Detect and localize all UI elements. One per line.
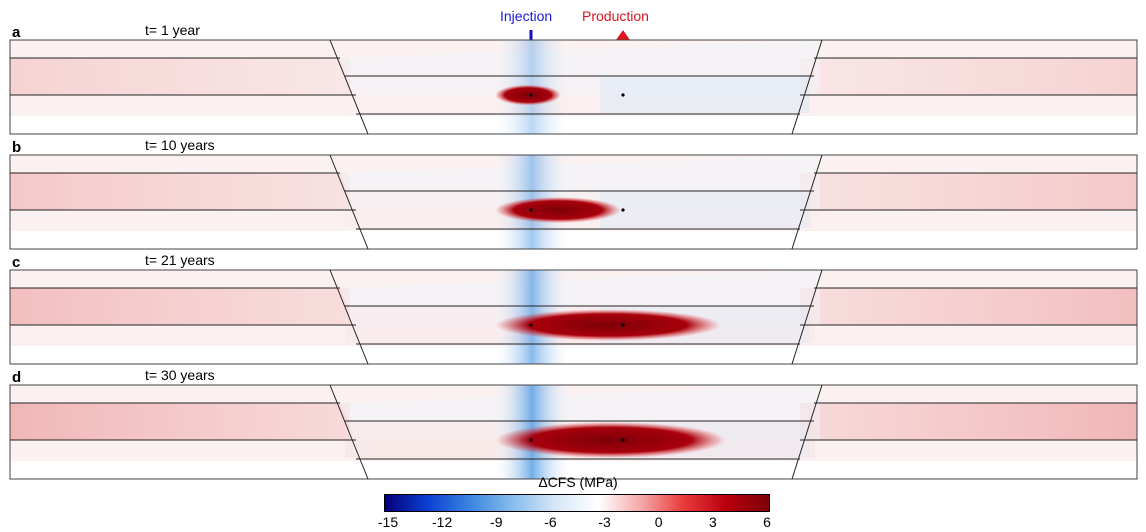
production-well-marker [621, 93, 625, 97]
injection-well-marker [529, 93, 533, 97]
panel-a-plot [9, 39, 1138, 135]
panel-time: t= 30 years [145, 367, 215, 383]
injection-well-marker [529, 208, 533, 212]
panel-b-plot [9, 154, 1138, 250]
panel-c-plot [9, 269, 1138, 365]
panel-letter: b [12, 139, 22, 156]
colorbar-tick-label: -15 [377, 514, 399, 530]
panel-a: a t= 1 year [0, 22, 1146, 138]
colorbar-tick-label: 0 [654, 514, 663, 530]
panel-letter: d [12, 369, 22, 386]
colorbar-tick-label: 3 [708, 514, 717, 530]
colorbar-tick-label: -6 [544, 514, 557, 530]
panel-c: c t= 21 years [0, 252, 1146, 368]
panel-letter: c [12, 254, 21, 271]
injection-label: Injection [500, 8, 553, 24]
colorbar-tick-label: 6 [763, 514, 771, 530]
injection-well-marker [529, 438, 533, 442]
colorbar-title: ΔCFS (MPa) [538, 474, 618, 490]
panel-d: d t= 30 years [0, 367, 1146, 483]
colorbar-tick-label: -3 [598, 514, 611, 530]
injection-well-marker [529, 323, 533, 327]
production-well-marker [621, 323, 625, 327]
panel-time: t= 21 years [145, 252, 215, 268]
panel-b: b t= 10 years [0, 137, 1146, 253]
panel-letter: a [12, 24, 21, 41]
colorbar-tick-label: -9 [490, 514, 503, 530]
production-well-marker [621, 438, 625, 442]
production-label: Production [582, 8, 649, 24]
colorbar-tick-label: -12 [432, 514, 453, 530]
panel-time: t= 10 years [145, 137, 215, 153]
panel-d-plot [9, 384, 1138, 480]
colorbar [384, 494, 770, 512]
panel-time: t= 1 year [145, 22, 200, 38]
production-well-marker [621, 208, 625, 212]
